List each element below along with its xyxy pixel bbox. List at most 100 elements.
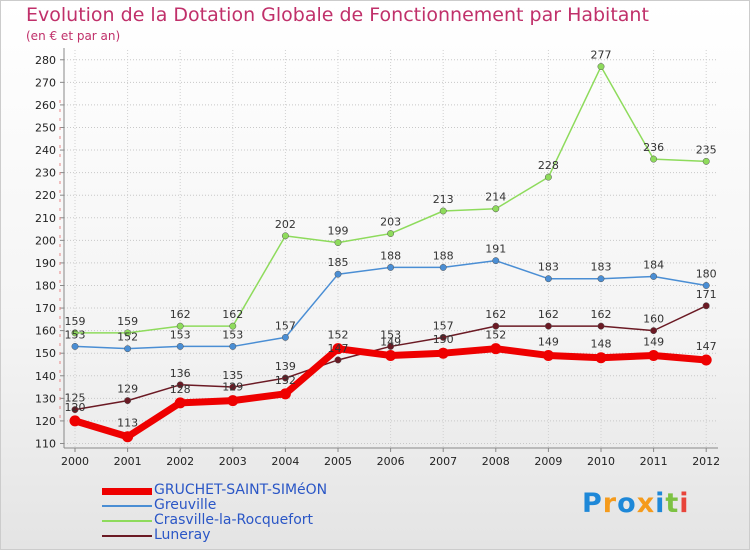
y-tick-label: 150	[35, 347, 56, 360]
y-tick-label: 210	[35, 212, 56, 225]
grid-lines	[64, 50, 716, 448]
y-tick-label: 120	[35, 415, 56, 428]
data-label: 171	[696, 288, 717, 301]
data-label: 202	[275, 218, 296, 231]
data-label: 162	[591, 308, 612, 321]
data-point	[387, 263, 395, 271]
data-label: 235	[696, 143, 717, 156]
data-point	[492, 322, 500, 330]
data-point	[176, 381, 184, 389]
data-label: 228	[538, 159, 559, 172]
chart-subtitle: (en € et par an)	[26, 29, 121, 43]
data-point	[176, 322, 184, 330]
data-point	[597, 275, 605, 283]
legend-label: GRUCHET-SAINT-SIMéON	[154, 482, 328, 498]
data-point	[542, 349, 554, 361]
x-tick-label: 2000	[61, 455, 89, 468]
data-label: 120	[65, 401, 86, 414]
legend-label: Greuville	[154, 497, 217, 513]
data-point	[176, 342, 184, 350]
legend-swatch	[102, 505, 152, 507]
data-point	[229, 383, 237, 391]
legend-label: Luneray	[154, 527, 211, 543]
data-point	[385, 349, 397, 361]
data-label: 147	[696, 340, 717, 353]
data-label: 157	[275, 319, 296, 332]
x-tick-label: 2011	[640, 455, 668, 468]
data-label: 162	[485, 308, 506, 321]
data-label: 149	[380, 335, 401, 348]
data-label: 150	[433, 333, 454, 346]
proxiti-logo: Proxiti	[582, 488, 690, 519]
data-point	[597, 322, 605, 330]
logo-letter: i	[679, 488, 690, 519]
data-label: 199	[328, 225, 349, 238]
y-tick-label: 140	[35, 370, 56, 383]
data-label: 157	[433, 319, 454, 332]
y-tick-labels: 110 120 130 140 150 160 170 180 190 200 210 220 230 2…	[35, 54, 56, 451]
data-point	[439, 207, 447, 215]
logo-letter: t	[665, 488, 680, 519]
data-point	[281, 374, 289, 382]
data-point	[229, 342, 237, 350]
chart-title: Evolution de la Dotation Globale de Fonc…	[26, 4, 649, 26]
data-label: 236	[643, 141, 664, 154]
data-point	[544, 173, 552, 181]
data-label: 148	[591, 338, 612, 351]
data-label: 180	[696, 267, 717, 280]
data-label: 188	[433, 249, 454, 262]
data-label: 129	[117, 383, 138, 396]
data-point	[124, 345, 132, 353]
data-point	[650, 273, 658, 280]
data-label: 129	[222, 381, 243, 394]
logo-letter: P	[582, 488, 603, 519]
data-point	[229, 322, 237, 330]
x-tick-labels: 2000 2001 2002 2003 2004 2005 2006 2007 2008 2009…	[61, 455, 720, 468]
data-point	[124, 397, 132, 405]
data-label: 162	[170, 308, 191, 321]
data-point	[124, 329, 132, 337]
data-label: 153	[380, 328, 401, 341]
data-point	[279, 388, 291, 400]
y-tick-label: 270	[35, 76, 56, 89]
data-label: 153	[170, 328, 191, 341]
data-point	[334, 270, 342, 278]
data-label: 153	[222, 328, 243, 341]
data-point	[544, 275, 552, 283]
y-tick-label: 130	[35, 392, 56, 405]
data-label: 152	[117, 331, 138, 344]
series-line-2	[74, 65, 707, 334]
x-tick-label: 2006	[377, 455, 405, 468]
data-label: 188	[380, 249, 401, 262]
data-label: 162	[538, 308, 559, 321]
y-tick-label: 260	[35, 99, 56, 112]
data-point	[227, 395, 239, 407]
y-tick-label: 220	[35, 189, 56, 202]
axes	[59, 48, 718, 452]
data-point	[71, 329, 79, 337]
x-tick-label: 2004	[271, 455, 299, 468]
logo-letter: r	[602, 488, 618, 519]
data-point	[69, 415, 81, 427]
y-tick-label: 190	[35, 257, 56, 270]
data-point	[492, 205, 500, 213]
x-tick-label: 2008	[482, 455, 510, 468]
y-tick-label: 160	[35, 325, 56, 338]
y-tick-label: 240	[35, 144, 56, 157]
y-tick-label: 170	[35, 302, 56, 315]
data-label: 132	[275, 374, 296, 387]
data-point	[122, 431, 134, 443]
data-label: 147	[328, 342, 349, 355]
data-point	[439, 263, 447, 271]
data-label: 183	[591, 261, 612, 274]
data-point	[281, 333, 289, 341]
data-label: 191	[485, 243, 506, 256]
data-point	[71, 342, 79, 350]
data-label: 128	[170, 383, 191, 396]
data-label: 184	[643, 258, 664, 271]
legend-swatch	[102, 535, 152, 537]
data-label: 203	[380, 216, 401, 229]
y-tick-label: 280	[35, 54, 56, 67]
data-label: 135	[222, 369, 243, 382]
